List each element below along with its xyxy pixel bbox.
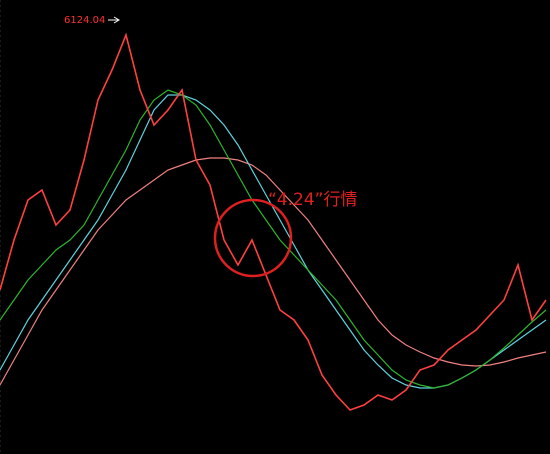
event-label: “4.24”行情 — [268, 190, 357, 210]
peak-arrowhead — [113, 16, 120, 24]
series-line — [0, 89, 547, 389]
series-line — [0, 157, 547, 386]
highlight-circle — [213, 198, 293, 278]
peak-label: 6124.04 — [64, 15, 105, 26]
series-line — [0, 32, 547, 411]
series-line — [0, 94, 547, 389]
